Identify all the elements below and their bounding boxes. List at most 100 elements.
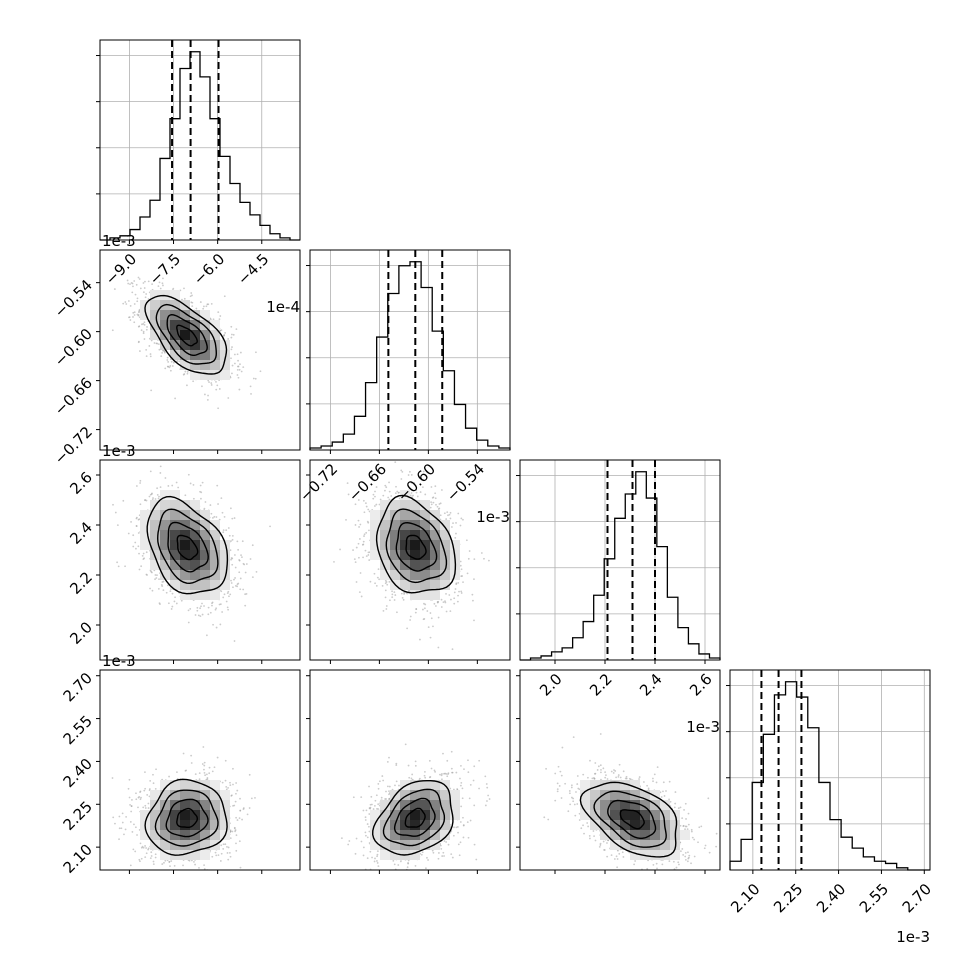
scatter-point — [457, 594, 459, 597]
scatter-point — [148, 345, 151, 347]
scatter-point — [159, 287, 162, 290]
density-cell — [140, 530, 150, 540]
scatter-point — [177, 486, 180, 489]
scatter-point — [365, 531, 368, 534]
density-cell — [210, 370, 220, 380]
scatter-point — [239, 577, 242, 580]
scatter-point — [432, 501, 435, 504]
scatter-point — [136, 297, 139, 300]
density-cell — [200, 320, 210, 330]
histogram-panel-3 — [726, 669, 931, 874]
scatter-point — [460, 592, 463, 594]
scatter-point — [227, 608, 230, 611]
scatter-point — [225, 785, 228, 788]
scatter-point — [444, 600, 446, 603]
scatter-point — [129, 305, 132, 307]
density-cell — [190, 310, 200, 320]
scatter-point — [229, 855, 232, 858]
scatter-point — [167, 602, 170, 605]
scatter-point — [429, 612, 432, 614]
scatter-point — [191, 294, 193, 297]
density-cell — [150, 510, 160, 520]
scatter-point — [226, 606, 229, 609]
scatter-point — [201, 876, 203, 878]
scatter-point — [139, 287, 142, 290]
scatter-point — [186, 372, 189, 375]
scatter-point — [423, 602, 425, 605]
scatter-point — [124, 565, 126, 568]
scatter-point — [144, 296, 147, 299]
scatter-point — [407, 474, 410, 476]
scatter-point — [150, 851, 153, 854]
scatter-point — [151, 589, 154, 592]
scatter-point — [166, 878, 168, 880]
scatter-point — [230, 579, 232, 582]
scatter-point — [165, 591, 168, 594]
scatter-point — [112, 503, 114, 506]
scatter-point — [412, 494, 414, 497]
density-cell — [420, 580, 430, 590]
scatter-point — [205, 773, 208, 776]
density-cell — [140, 520, 150, 530]
scatter-point — [132, 534, 135, 537]
density-cell — [390, 570, 400, 580]
scatter-point — [184, 494, 187, 497]
density-cell — [170, 490, 180, 500]
scatter-point — [220, 497, 223, 500]
scatter-point — [415, 491, 418, 494]
scatter-point — [238, 388, 241, 391]
density-cell — [150, 300, 160, 310]
scatter-point — [221, 611, 224, 613]
density-cell — [440, 570, 450, 580]
scatter-point — [230, 873, 232, 875]
scatter-point — [471, 593, 474, 596]
scatter-point — [367, 551, 370, 554]
scatter-point — [384, 484, 387, 487]
scatter-point — [187, 609, 190, 612]
scatter-point — [227, 397, 230, 399]
scatter-point — [118, 815, 121, 818]
density-cell — [190, 570, 200, 580]
scatter-point — [118, 838, 120, 841]
scatter-point — [139, 860, 141, 863]
scatter-point — [223, 878, 225, 880]
density-cell — [370, 540, 380, 550]
scatter-point — [116, 524, 119, 527]
scatter-point — [366, 520, 369, 523]
scatter-point — [149, 353, 152, 355]
scatter-point — [190, 762, 193, 764]
density-cell — [160, 340, 170, 350]
density-cell — [150, 310, 160, 320]
scatter-panel-1-0 — [96, 249, 301, 454]
density-cell — [380, 550, 390, 560]
scatter-point — [473, 578, 475, 581]
scatter-point — [127, 532, 130, 535]
density-cell — [400, 520, 410, 530]
scatter-point — [133, 280, 136, 282]
density-cell — [390, 520, 400, 530]
scatter-point — [440, 606, 443, 608]
scatter-point — [209, 611, 212, 614]
scatter-point — [230, 558, 232, 561]
scatter-point — [230, 325, 233, 328]
scatter-point — [190, 301, 193, 304]
scatter-point — [236, 374, 239, 376]
density-cell — [400, 540, 410, 550]
density-cell — [400, 510, 410, 520]
density-cell — [440, 530, 450, 540]
scatter-point — [346, 482, 349, 485]
scatter-point — [122, 499, 125, 502]
scatter-point — [155, 577, 158, 579]
scatter-point — [137, 518, 140, 521]
scatter-point — [438, 507, 441, 510]
scatter-point — [161, 581, 164, 583]
scatter-point — [455, 532, 457, 535]
density-cell — [210, 550, 220, 560]
scatter-point — [148, 495, 151, 498]
density-cell — [190, 510, 200, 520]
density-cell — [200, 570, 210, 580]
scatter-point — [375, 503, 378, 506]
scatter-point — [362, 543, 365, 546]
density-cell — [410, 560, 420, 570]
scatter-point — [199, 301, 202, 303]
